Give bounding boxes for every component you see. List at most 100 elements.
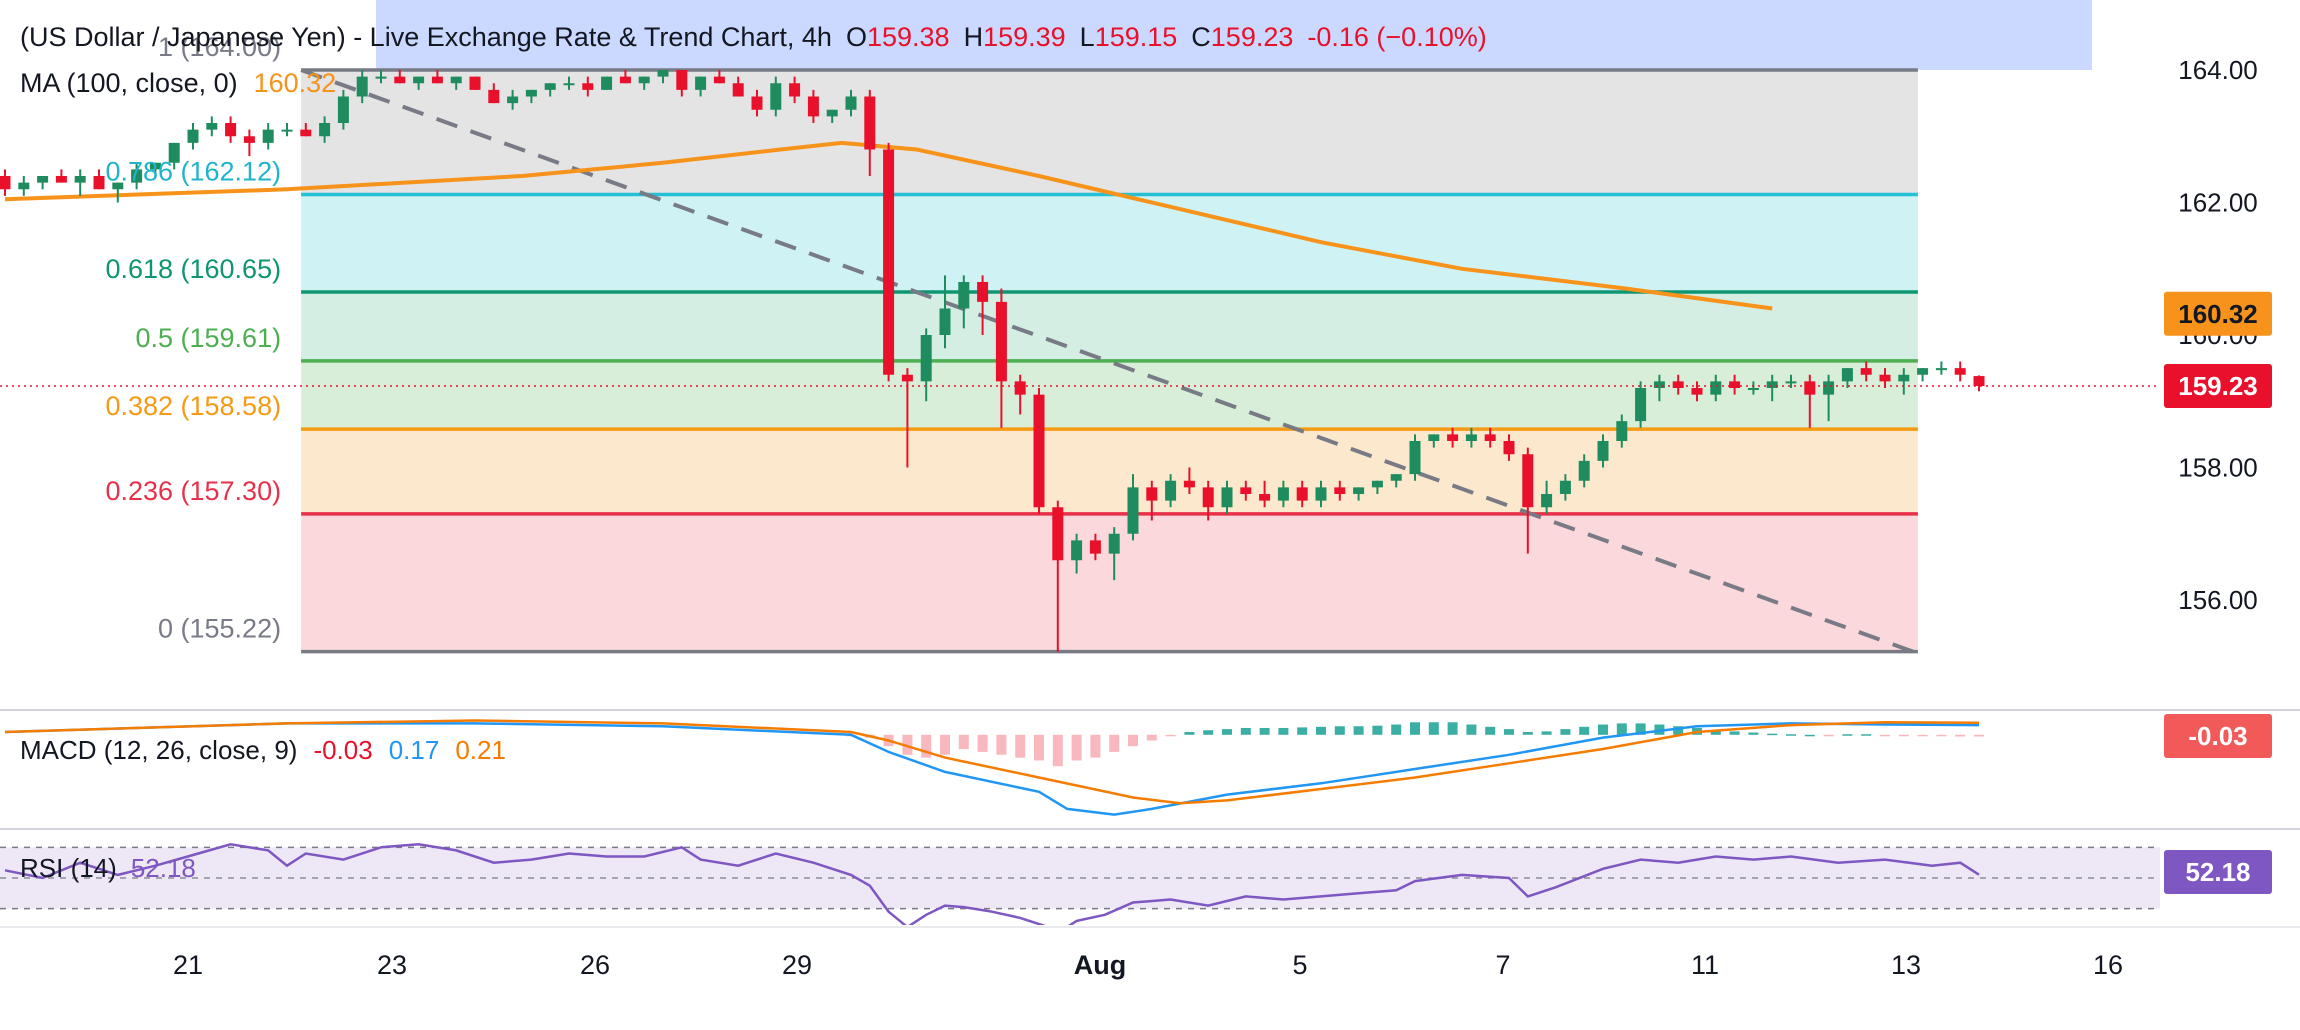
candle[interactable] [243, 129, 255, 157]
candle[interactable] [1315, 480, 1327, 508]
candle[interactable] [901, 368, 913, 468]
candle[interactable] [18, 176, 30, 196]
candle[interactable] [563, 76, 575, 90]
time-axis[interactable]: 21 23 26 29 Aug 5 7 11 13 16 [173, 950, 2123, 980]
candle[interactable] [1334, 480, 1346, 501]
candle[interactable] [225, 116, 237, 143]
candle[interactable] [1841, 368, 1853, 388]
candle[interactable] [93, 169, 105, 190]
candle[interactable] [1879, 368, 1891, 388]
candle[interactable] [1973, 375, 1985, 392]
candle[interactable] [676, 70, 688, 97]
candle[interactable] [319, 116, 331, 143]
candle[interactable] [713, 70, 725, 84]
candle[interactable] [1409, 434, 1421, 481]
candle[interactable] [1165, 474, 1177, 508]
candle[interactable] [826, 109, 838, 123]
candles[interactable] [0, 70, 1985, 652]
candle[interactable] [1898, 368, 1910, 395]
candle[interactable] [1860, 361, 1872, 382]
candle[interactable] [751, 89, 763, 117]
candle[interactable] [977, 275, 989, 335]
candle[interactable] [845, 89, 857, 117]
candle[interactable] [695, 76, 707, 97]
candle[interactable] [1296, 480, 1308, 508]
candle[interactable] [149, 162, 161, 176]
candle[interactable] [206, 116, 218, 137]
candle[interactable] [601, 76, 613, 90]
candle[interactable] [1935, 361, 1947, 375]
candle[interactable] [1447, 427, 1459, 448]
candle[interactable] [1729, 374, 1741, 395]
candle[interactable] [864, 89, 876, 176]
candle[interactable] [657, 70, 669, 84]
candle[interactable] [1597, 434, 1609, 468]
candle[interactable] [1033, 388, 1045, 514]
candle[interactable] [281, 123, 293, 137]
candle[interactable] [958, 275, 970, 329]
candle[interactable] [939, 275, 951, 349]
candle[interactable] [394, 70, 406, 84]
candle[interactable] [1766, 374, 1778, 402]
candle[interactable] [187, 123, 199, 150]
candle[interactable] [413, 76, 425, 90]
candle[interactable] [1240, 480, 1252, 501]
candle[interactable] [1353, 487, 1365, 501]
candle[interactable] [1127, 474, 1139, 541]
candle[interactable] [1804, 374, 1816, 428]
candle[interactable] [1672, 374, 1684, 395]
candle[interactable] [1616, 414, 1628, 448]
candle[interactable] [1522, 447, 1534, 554]
candle[interactable] [488, 83, 500, 104]
candle[interactable] [1202, 480, 1214, 521]
candle[interactable] [431, 70, 443, 84]
candle[interactable] [1052, 500, 1064, 652]
candle[interactable] [1146, 480, 1158, 521]
candle[interactable] [1691, 381, 1703, 402]
candle[interactable] [1259, 480, 1271, 508]
candle[interactable] [1221, 480, 1233, 514]
candle[interactable] [883, 142, 895, 382]
candle[interactable] [0, 169, 11, 196]
candle[interactable] [1014, 374, 1026, 415]
candle[interactable] [375, 70, 387, 84]
candle[interactable] [770, 76, 782, 117]
candle[interactable] [112, 182, 124, 203]
candle[interactable] [619, 70, 631, 84]
candle[interactable] [789, 76, 801, 104]
candle[interactable] [1484, 427, 1496, 448]
candle[interactable] [1390, 474, 1402, 488]
candle[interactable] [37, 176, 49, 190]
candle[interactable] [1541, 480, 1553, 514]
candle[interactable] [1371, 480, 1383, 494]
candle[interactable] [1071, 533, 1083, 574]
candle[interactable] [337, 89, 349, 130]
candle[interactable] [131, 162, 143, 190]
candle[interactable] [1578, 454, 1590, 488]
candle[interactable] [1277, 480, 1289, 508]
candle[interactable] [732, 76, 744, 97]
candle[interactable] [74, 169, 86, 196]
candle[interactable] [1428, 434, 1440, 448]
candle[interactable] [55, 169, 67, 183]
candle[interactable] [807, 89, 819, 123]
candle[interactable] [1465, 427, 1477, 448]
candle[interactable] [356, 70, 368, 104]
candle[interactable] [1823, 374, 1835, 422]
candle[interactable] [544, 83, 556, 97]
candle[interactable] [582, 76, 594, 97]
candle[interactable] [168, 142, 180, 170]
candle[interactable] [1108, 527, 1120, 581]
candle[interactable] [300, 123, 312, 137]
candle[interactable] [1183, 467, 1195, 495]
candle[interactable] [1559, 474, 1571, 501]
candle[interactable] [1954, 361, 1966, 382]
candle[interactable] [1635, 381, 1647, 428]
candle[interactable] [1710, 374, 1722, 402]
candle[interactable] [450, 76, 462, 90]
candle[interactable] [638, 76, 650, 90]
candle[interactable] [1089, 533, 1101, 561]
candle[interactable] [995, 288, 1007, 428]
candle[interactable] [262, 123, 274, 150]
